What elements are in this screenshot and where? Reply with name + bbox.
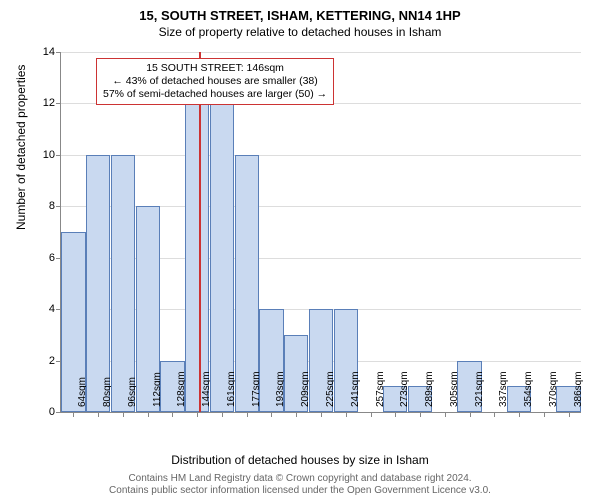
xtick-mark [172,412,173,417]
ytick-mark [56,412,61,413]
xtick-mark [98,412,99,417]
xtick-mark [321,412,322,417]
y-axis-label: Number of detached properties [14,65,28,230]
property-marker-line [199,52,201,412]
gridline [61,155,581,156]
xtick-label: 386sqm [573,371,584,407]
chart-subtitle: Size of property relative to detached ho… [0,23,600,39]
plot-region: 0246810121464sqm80sqm96sqm112sqm128sqm14… [60,52,581,413]
footer-line1: Contains HM Land Registry data © Crown c… [0,473,600,485]
xtick-mark [346,412,347,417]
ytick-label: 4 [49,303,55,315]
ytick-label: 8 [49,200,55,212]
gridline [61,52,581,53]
xtick-mark [271,412,272,417]
annotation-line: 15 SOUTH STREET: 146sqm [103,62,327,75]
ytick-label: 2 [49,355,55,367]
xtick-mark [494,412,495,417]
chart-title: 15, SOUTH STREET, ISHAM, KETTERING, NN14… [0,0,600,23]
x-axis-label: Distribution of detached houses by size … [0,453,600,467]
xtick-mark [222,412,223,417]
xtick-mark [470,412,471,417]
histogram-bar [210,103,234,412]
xtick-mark [544,412,545,417]
chart-container: 15, SOUTH STREET, ISHAM, KETTERING, NN14… [0,0,600,500]
xtick-label: 289sqm [424,371,435,407]
xtick-mark [148,412,149,417]
ytick-label: 12 [43,97,55,109]
xtick-mark [197,412,198,417]
xtick-mark [569,412,570,417]
ytick-label: 14 [43,46,55,58]
xtick-mark [123,412,124,417]
xtick-label: 354sqm [523,371,534,407]
xtick-mark [296,412,297,417]
xtick-mark [519,412,520,417]
xtick-mark [247,412,248,417]
ytick-label: 0 [49,406,55,418]
ytick-mark [56,206,61,207]
ytick-label: 10 [43,149,55,161]
histogram-bar [86,155,110,412]
footer-attribution: Contains HM Land Registry data © Crown c… [0,473,600,497]
histogram-bar [111,155,135,412]
xtick-mark [420,412,421,417]
ytick-mark [56,52,61,53]
annotation-line: 57% of semi-detached houses are larger (… [103,88,327,101]
footer-line2: Contains public sector information licen… [0,485,600,497]
chart-area: 0246810121464sqm80sqm96sqm112sqm128sqm14… [60,52,580,412]
ytick-mark [56,103,61,104]
annotation-box: 15 SOUTH STREET: 146sqm← 43% of detached… [96,58,334,105]
histogram-bar [185,103,209,412]
ytick-mark [56,155,61,156]
xtick-label: 321sqm [474,371,485,407]
xtick-mark [445,412,446,417]
xtick-mark [395,412,396,417]
annotation-line: ← 43% of detached houses are smaller (38… [103,75,327,88]
xtick-label: 241sqm [350,371,361,407]
xtick-mark [73,412,74,417]
xtick-mark [371,412,372,417]
ytick-label: 6 [49,252,55,264]
